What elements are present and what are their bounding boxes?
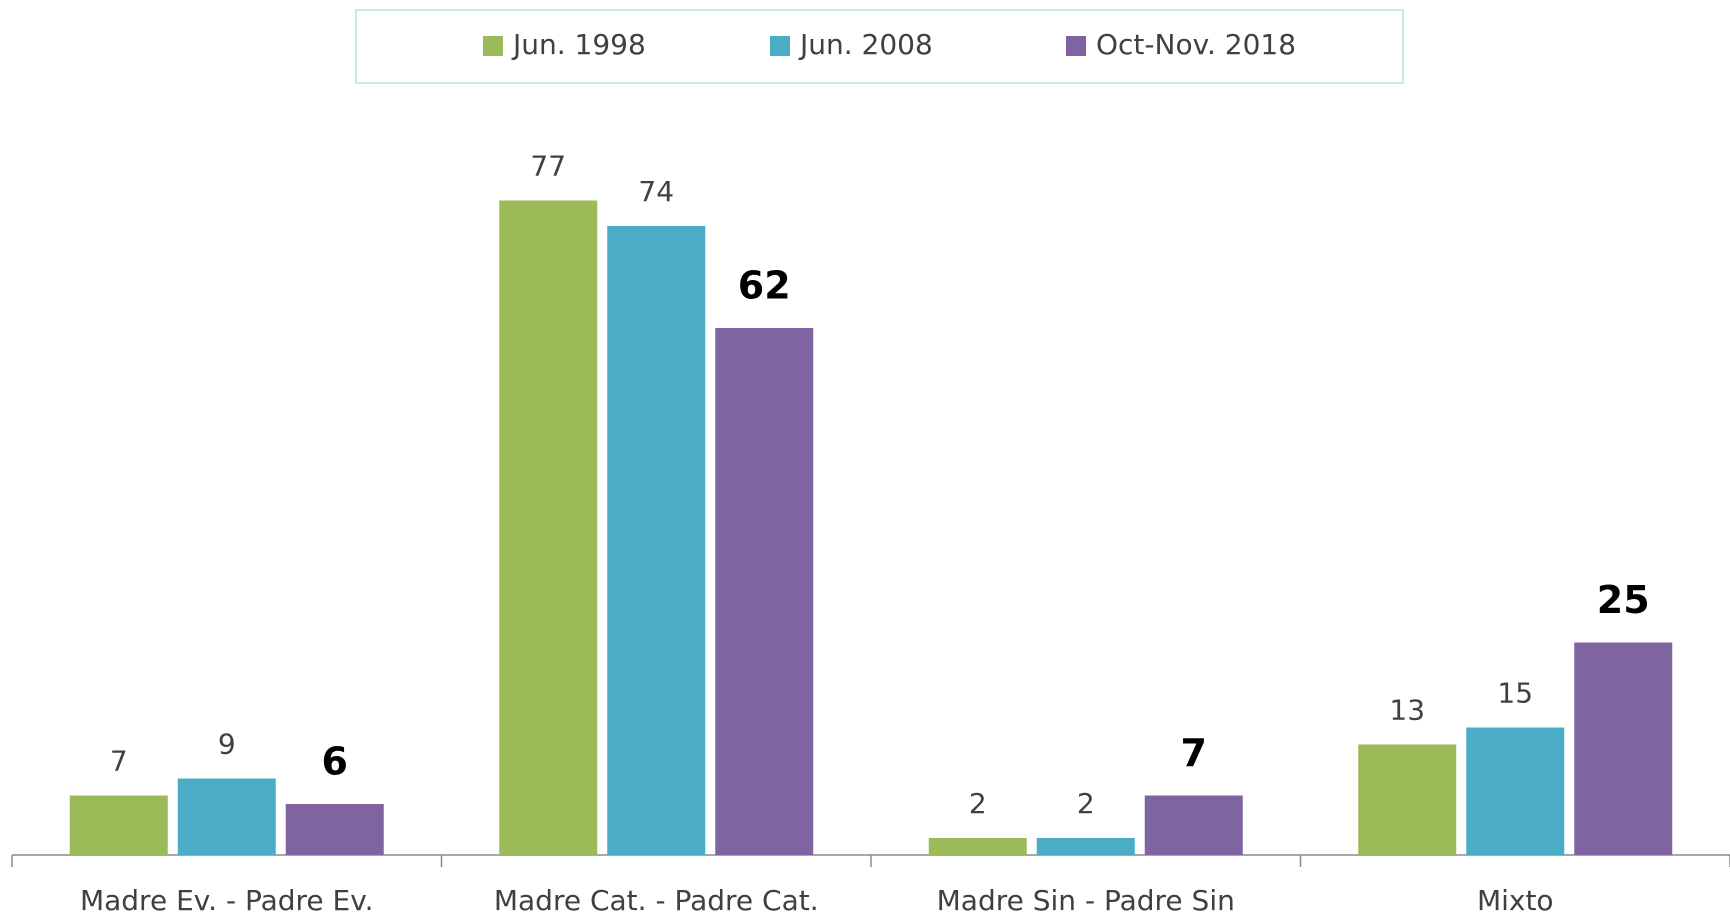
data-label: 74 [638, 175, 674, 208]
bar [69, 795, 168, 855]
x-tick-label: Mixto [1477, 884, 1554, 917]
bar [1574, 642, 1673, 855]
data-label: 7 [110, 745, 128, 778]
bar [1036, 838, 1135, 855]
data-label: 9 [218, 728, 236, 761]
data-label: 2 [969, 787, 987, 820]
data-label: 62 [738, 264, 791, 308]
bar [1358, 744, 1457, 855]
bar [715, 328, 814, 855]
data-label: 2 [1077, 787, 1095, 820]
bar [285, 804, 384, 855]
data-label: 7 [1181, 731, 1207, 775]
legend-label: Jun. 2008 [798, 28, 933, 61]
x-tick-label: Madre Sin - Padre Sin [937, 884, 1235, 917]
data-label: 6 [322, 740, 348, 784]
data-label: 15 [1497, 677, 1533, 710]
x-tick-label: Madre Ev. - Padre Ev. [80, 884, 374, 917]
bar [499, 200, 598, 855]
bar [1144, 795, 1243, 855]
legend-label: Oct-Nov. 2018 [1096, 28, 1296, 61]
data-label: 25 [1597, 578, 1650, 622]
legend-box [355, 9, 1404, 84]
data-label: 13 [1389, 694, 1425, 727]
bar [928, 838, 1027, 855]
legend-swatch [483, 36, 503, 56]
x-tick-label: Madre Cat. - Padre Cat. [494, 884, 819, 917]
legend-swatch [1066, 36, 1086, 56]
legend-label: Jun. 1998 [511, 28, 646, 61]
legend-swatch [770, 36, 790, 56]
bar [607, 226, 706, 855]
bar [1466, 727, 1565, 855]
bar [177, 778, 276, 855]
data-label: 77 [530, 150, 566, 183]
